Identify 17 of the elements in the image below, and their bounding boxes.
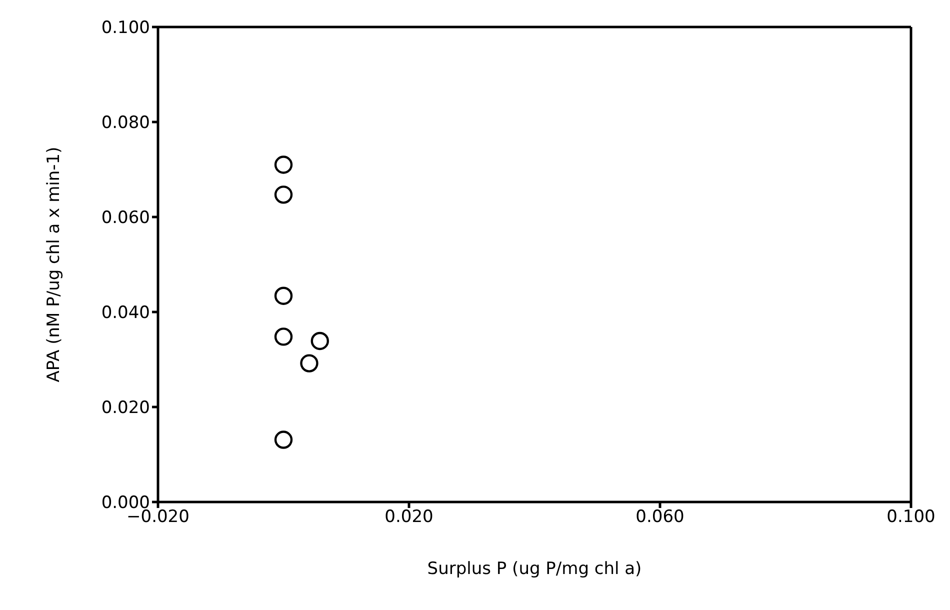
y-tick-label: 0.020 xyxy=(101,398,150,418)
point xyxy=(274,328,293,346)
point xyxy=(310,332,329,350)
point xyxy=(274,286,293,305)
point xyxy=(300,354,318,372)
point xyxy=(274,186,293,204)
y-tick-label: 0.040 xyxy=(101,303,150,324)
y-tick-label: 0.100 xyxy=(101,18,150,38)
y-tick-label: 0.060 xyxy=(101,208,150,228)
x-tick-label: 0.060 xyxy=(636,507,684,528)
x-axis-title: Surplus P (ug P/mg chl a) xyxy=(427,559,642,579)
point xyxy=(274,430,293,449)
y-tick-label: 0.080 xyxy=(101,113,150,134)
point xyxy=(274,156,293,174)
x-tick-label: 0.100 xyxy=(886,507,936,528)
y-axis-title: APA (nM P/ug chl a x min-1) xyxy=(44,146,64,382)
x-tick-label: 0.020 xyxy=(384,507,434,528)
